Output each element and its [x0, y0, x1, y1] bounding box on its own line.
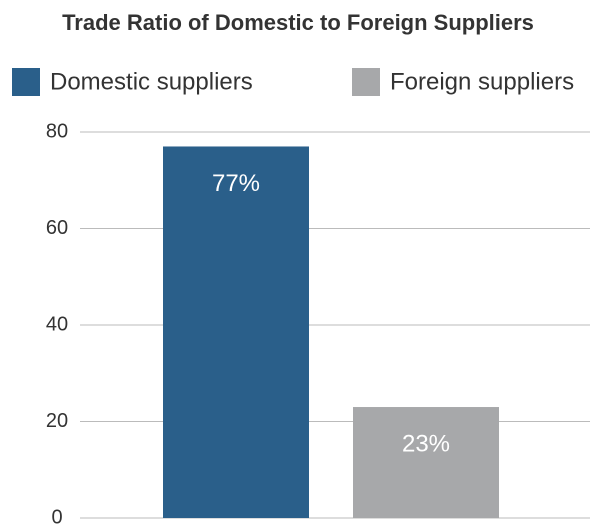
- legend-label: Domestic suppliers: [50, 68, 253, 95]
- legend-swatch: [352, 68, 380, 96]
- bar: [163, 146, 309, 518]
- y-tick-label: 40: [46, 313, 68, 335]
- y-tick-label: 20: [46, 410, 68, 432]
- y-tick-label: 0: [51, 506, 62, 528]
- value-label: 23%: [402, 430, 450, 457]
- bar: [353, 407, 499, 518]
- chart-title: Trade Ratio of Domestic to Foreign Suppl…: [62, 10, 534, 35]
- y-tick-label: 80: [46, 120, 68, 142]
- y-tick-label: 60: [46, 217, 68, 239]
- legend-label: Foreign suppliers: [390, 68, 574, 95]
- legend-swatch: [12, 68, 40, 96]
- value-label: 77%: [212, 170, 260, 197]
